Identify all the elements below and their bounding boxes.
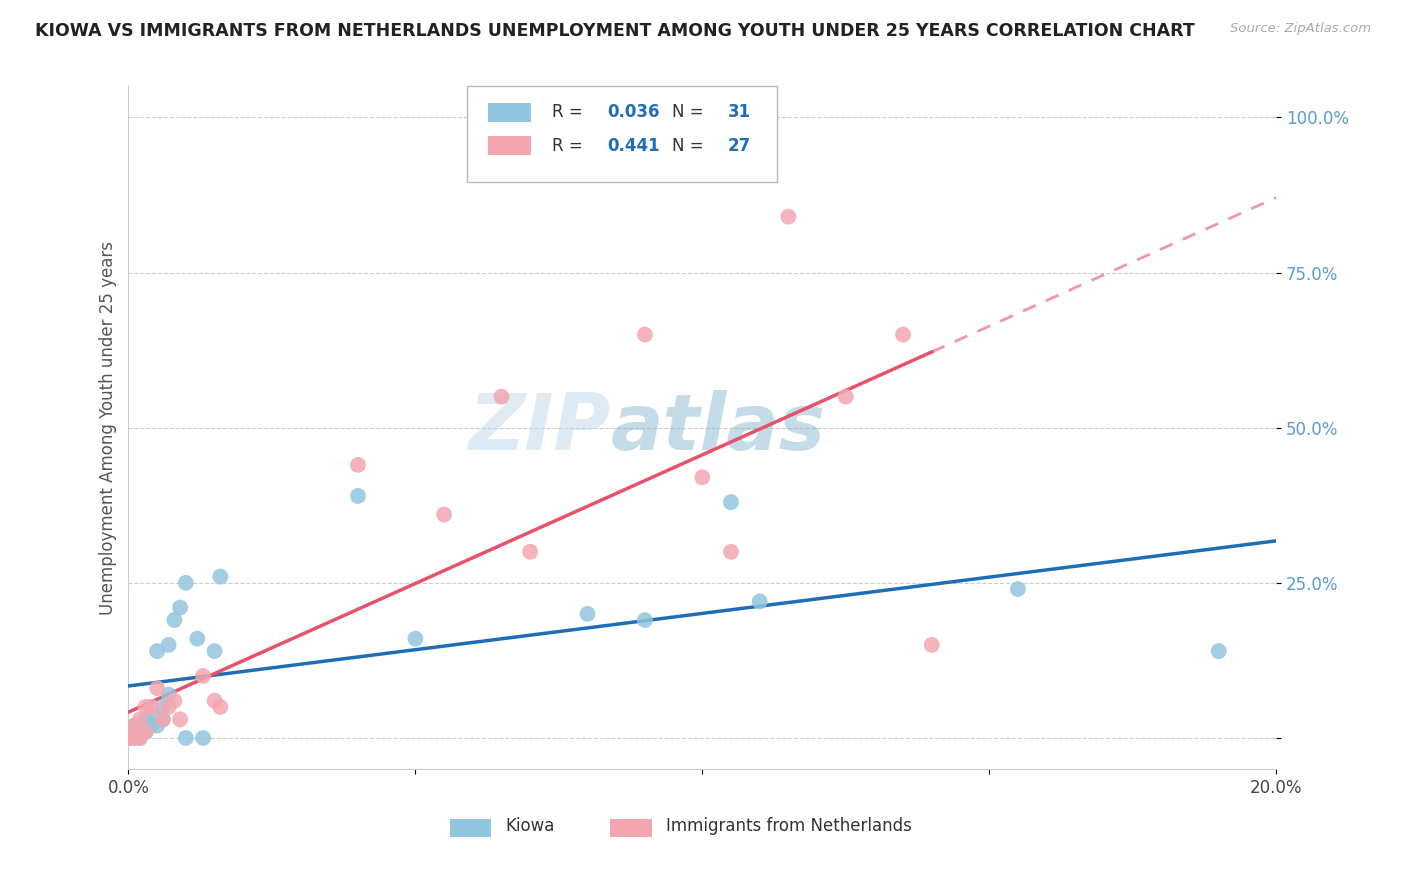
Y-axis label: Unemployment Among Youth under 25 years: Unemployment Among Youth under 25 years [100,241,117,615]
Point [141,706,163,720]
Point [129,731,152,745]
Point [129,731,152,745]
Point [135,712,157,726]
Point [157,638,180,652]
Point [141,718,163,732]
Point [347,458,370,472]
Point [921,638,943,652]
Point [204,644,226,658]
FancyBboxPatch shape [450,819,491,837]
Text: KIOWA VS IMMIGRANTS FROM NETHERLANDS UNEMPLOYMENT AMONG YOUTH UNDER 25 YEARS COR: KIOWA VS IMMIGRANTS FROM NETHERLANDS UNE… [35,22,1195,40]
FancyBboxPatch shape [488,136,531,155]
Point [129,712,152,726]
Point [720,545,742,559]
Point [146,681,169,696]
Point [778,210,800,224]
Point [117,731,139,745]
Point [135,700,157,714]
FancyBboxPatch shape [488,103,531,122]
Point [152,700,174,714]
Point [891,327,914,342]
Text: 0.036: 0.036 [607,103,659,121]
Point [169,600,191,615]
Text: Kiowa: Kiowa [505,817,554,835]
Point [141,700,163,714]
Text: Immigrants from Netherlands: Immigrants from Netherlands [665,817,911,835]
Point [209,700,232,714]
Text: 27: 27 [727,136,751,154]
FancyBboxPatch shape [610,819,652,837]
Point [163,694,186,708]
Text: R =: R = [553,103,588,121]
Point [491,390,513,404]
Point [157,700,180,714]
Text: ZIP: ZIP [468,390,610,466]
Point [135,724,157,739]
Point [191,731,214,745]
Point [146,718,169,732]
Text: 31: 31 [727,103,751,121]
Point [135,724,157,739]
Point [404,632,426,646]
Point [191,669,214,683]
Point [634,327,657,342]
Point [204,694,226,708]
Point [186,632,208,646]
Point [835,390,858,404]
Point [209,569,232,583]
Point [163,613,186,627]
Point [576,607,599,621]
Point [519,545,541,559]
Text: 0.441: 0.441 [607,136,659,154]
Point [174,575,197,590]
Text: N =: N = [672,103,709,121]
Point [1007,582,1029,596]
Point [748,594,770,608]
Point [157,688,180,702]
Point [690,470,713,484]
Point [129,718,152,732]
Point [146,644,169,658]
Text: atlas: atlas [610,390,825,466]
Point [152,712,174,726]
Text: N =: N = [672,136,709,154]
Point [122,731,145,745]
Text: Source: ZipAtlas.com: Source: ZipAtlas.com [1230,22,1371,36]
Point [117,731,139,745]
Point [122,718,145,732]
Point [1208,644,1230,658]
Point [174,731,197,745]
Point [720,495,742,509]
Point [634,613,657,627]
Point [122,731,145,745]
Text: R =: R = [553,136,588,154]
Point [347,489,370,503]
Point [152,712,174,726]
Point [433,508,456,522]
Point [122,718,145,732]
Point [169,712,191,726]
FancyBboxPatch shape [467,87,778,182]
